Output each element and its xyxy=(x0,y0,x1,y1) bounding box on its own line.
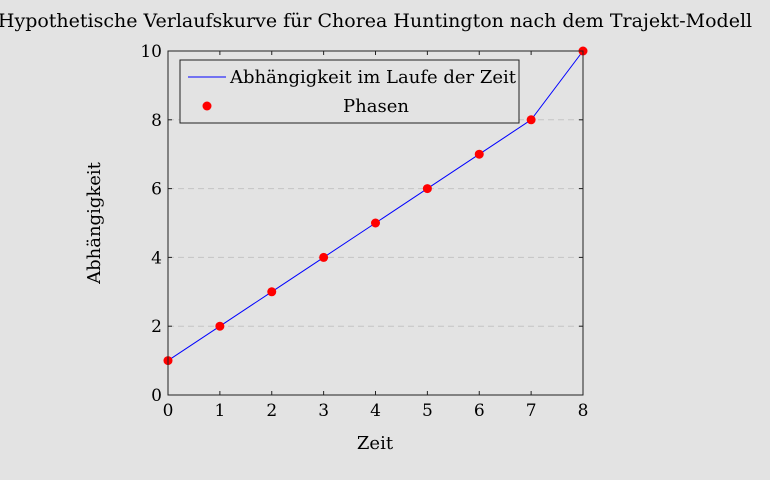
y-tick-label: 6 xyxy=(151,180,162,200)
legend-label-markers: Phasen xyxy=(343,96,409,117)
phase-point xyxy=(267,287,277,297)
x-tick-label: 2 xyxy=(266,401,277,421)
ticks: 0 1 2 3 4 5 6 7 8 0 2 4 6 8 10 xyxy=(140,42,588,421)
legend-marker-swatch xyxy=(202,101,212,111)
chart-title: Hypothetische Verlaufskurve für Chorea H… xyxy=(0,10,752,32)
y-tick-label: 0 xyxy=(151,386,162,406)
x-axis-label: Zeit xyxy=(357,433,394,454)
phase-point xyxy=(371,218,380,228)
x-tick-label: 1 xyxy=(214,401,225,421)
phase-point xyxy=(215,321,225,331)
x-tick-label: 4 xyxy=(370,401,381,421)
legend: Abhängigkeit im Laufe der Zeit Phasen xyxy=(179,59,520,124)
y-tick-label: 8 xyxy=(151,111,162,131)
phase-point xyxy=(474,149,484,159)
x-tick-label: 6 xyxy=(474,401,485,421)
x-tick-label: 3 xyxy=(318,401,329,421)
series-layer xyxy=(163,46,588,366)
x-tick-label: 5 xyxy=(422,401,433,421)
phase-point xyxy=(422,184,432,194)
y-tick-label: 10 xyxy=(140,42,162,62)
x-tick-label: 7 xyxy=(526,401,537,421)
y-tick-label: 4 xyxy=(151,248,162,268)
legend-label-line: Abhängigkeit im Laufe der Zeit xyxy=(229,67,517,88)
x-tick-label: 8 xyxy=(578,401,589,421)
x-tick-label: 0 xyxy=(163,401,174,421)
legend-box xyxy=(179,59,520,124)
phase-point xyxy=(526,115,536,125)
y-tick-label: 2 xyxy=(151,317,162,337)
phase-point xyxy=(319,252,329,262)
y-axis-label: Abhängigkeit xyxy=(84,161,105,285)
